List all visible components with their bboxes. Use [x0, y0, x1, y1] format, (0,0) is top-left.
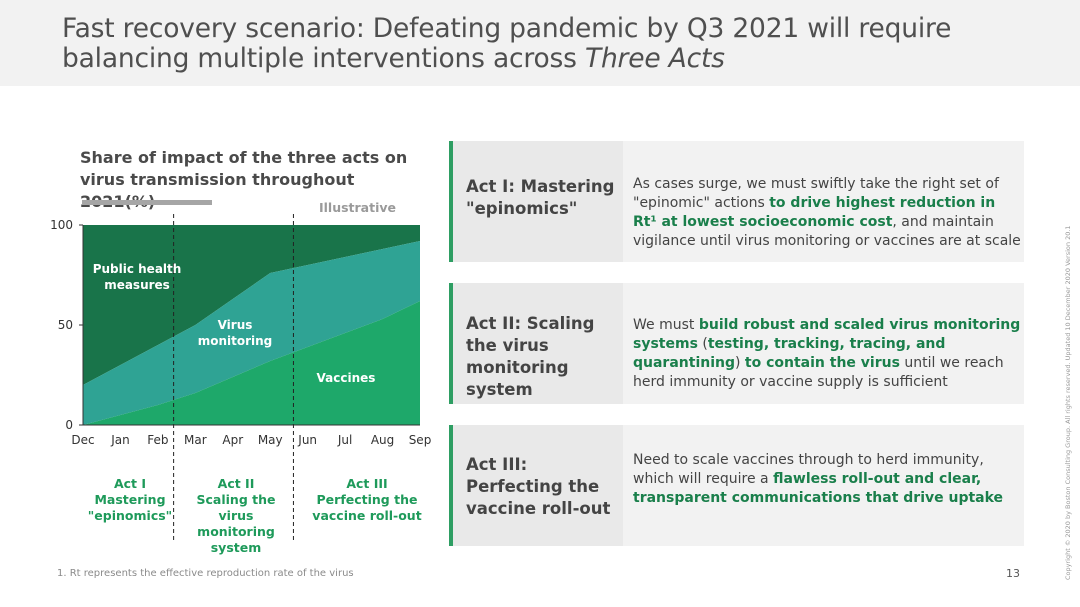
act-label-line: Mastering — [94, 492, 166, 507]
act-label-line: Act I — [113, 476, 147, 491]
slide-title-italic: Three Acts — [584, 43, 725, 74]
copyright-notice: Copyright © 2020 by Boston Consulting Gr… — [1064, 225, 1072, 580]
act-1-description: As cases surge, we must swiftly take the… — [633, 175, 1023, 251]
x-tick-label: Jul — [337, 433, 352, 447]
act-1-text-segment: As cases surge, we must swiftly take the… — [633, 176, 999, 211]
x-tick-label: Mar — [184, 433, 207, 447]
act-label-line: Act II — [217, 476, 255, 491]
x-tick-label: Jun — [297, 433, 317, 447]
act-1-text-segment: , and maintain vigilance until virus mon… — [633, 214, 1021, 249]
area-public-health-measures — [83, 225, 420, 385]
act-label-line: Perfecting the — [316, 492, 418, 507]
header-band — [0, 0, 1080, 86]
y-tick-label: 100 — [50, 218, 73, 232]
act-label-line: vaccine roll-out — [312, 508, 422, 523]
x-tick-label: Apr — [222, 433, 243, 447]
x-tick-label: Aug — [371, 433, 394, 447]
act-2-description: We must build robust and scaled virus mo… — [633, 316, 1023, 392]
act-label-line: "epinomics" — [87, 508, 173, 523]
act-dividers — [173, 214, 294, 540]
area-label-1: Public health measures — [93, 262, 182, 292]
act-label-line: Scaling the virus — [196, 492, 276, 523]
chart-axes: 0 50 100 Dec Jan Feb Mar Apr May Jun Jul Aug Sep — [50, 218, 431, 447]
act-label-2: Act II Scaling the virus monitoring system — [178, 476, 294, 556]
act-label-1: Act I Mastering "epinomics" — [82, 476, 178, 524]
illustrative-tag: Illustrative — [318, 200, 396, 215]
x-tick-label: Jan — [110, 433, 130, 447]
x-tick-label: May — [258, 433, 283, 447]
chart-title-rule — [82, 200, 212, 205]
page-number: 13 — [1006, 567, 1020, 580]
x-tick-label: Feb — [147, 433, 168, 447]
act-label-3: Act III Perfecting the vaccine roll-out — [305, 476, 429, 524]
act-1-row: Act I: Mastering "epinomics" As cases su… — [449, 141, 1024, 262]
area-label-3: Vaccines — [317, 371, 376, 385]
act-2-text-segment: testing, tracking, tracing, and quaranti… — [633, 336, 946, 371]
act-2-text-segment: until we reach herd immunity or vaccine … — [633, 355, 1004, 390]
slide-title: Fast recovery scenario: Defeating pandem… — [62, 14, 1022, 74]
act-3-heading-cell — [453, 425, 623, 546]
act-2-heading: Act II: Scaling the virus monitoring sys… — [466, 314, 595, 399]
act-label-line: Act III — [346, 476, 388, 491]
act-label-line: system — [210, 540, 262, 555]
area-labels: Public health measures Virus monitoring Vacc… — [93, 262, 376, 385]
chart-areas — [83, 225, 420, 425]
act-2-accent-bar — [449, 283, 453, 404]
x-tick-label: Sep — [409, 433, 432, 447]
slide-title-main: Fast recovery scenario: Defeating pandem… — [62, 13, 952, 74]
area-label-2: Virus monitoring — [198, 318, 273, 348]
act-3-row: Act III: Perfecting the vaccine roll-out… — [449, 425, 1024, 546]
act-label-line: monitoring — [197, 524, 275, 539]
chart-title: Share of impact of the three acts on vir… — [80, 148, 408, 211]
y-tick-label: 50 — [58, 318, 73, 332]
act-3-description: Need to scale vaccines through to herd i… — [633, 451, 1023, 508]
act-1-heading: Act I: Mastering "epinomics" — [466, 177, 615, 218]
act-2-text-segment: to contain the virus — [744, 355, 900, 371]
act-3-text-segment: flawless roll-out and clear, transparent… — [633, 471, 1004, 506]
act-1-accent-bar — [449, 141, 453, 262]
footnote: 1. Rt represents the effective reproduct… — [57, 568, 354, 579]
x-tick-label: Dec — [71, 433, 94, 447]
act-2-text-segment: We must — [633, 317, 699, 333]
act-2-text-segment: ) — [735, 355, 745, 371]
act-2-row: Act II: Scaling the virus monitoring sys… — [449, 283, 1024, 404]
act-2-text-segment: ( — [697, 336, 708, 352]
area-vaccines — [83, 301, 420, 425]
area-chart: 0 50 100 Dec Jan Feb Mar Apr May Jun Jul Aug Sep Pub… — [50, 214, 431, 540]
act-1-text-segment: to drive highest reduction in Rt¹ at low… — [633, 195, 996, 230]
act-3-heading: Act III: Perfecting the vaccine roll-out — [466, 455, 611, 518]
act-3-text-segment: Need to scale vaccines through to herd i… — [633, 452, 984, 487]
y-tick-label: 0 — [65, 418, 73, 432]
act-2-heading-cell — [453, 283, 623, 404]
act-1-heading-cell — [453, 141, 623, 262]
act-3-accent-bar — [449, 425, 453, 546]
area-virus-monitoring — [83, 241, 420, 425]
act-2-text-segment: build robust and scaled virus monitoring… — [633, 317, 1021, 352]
